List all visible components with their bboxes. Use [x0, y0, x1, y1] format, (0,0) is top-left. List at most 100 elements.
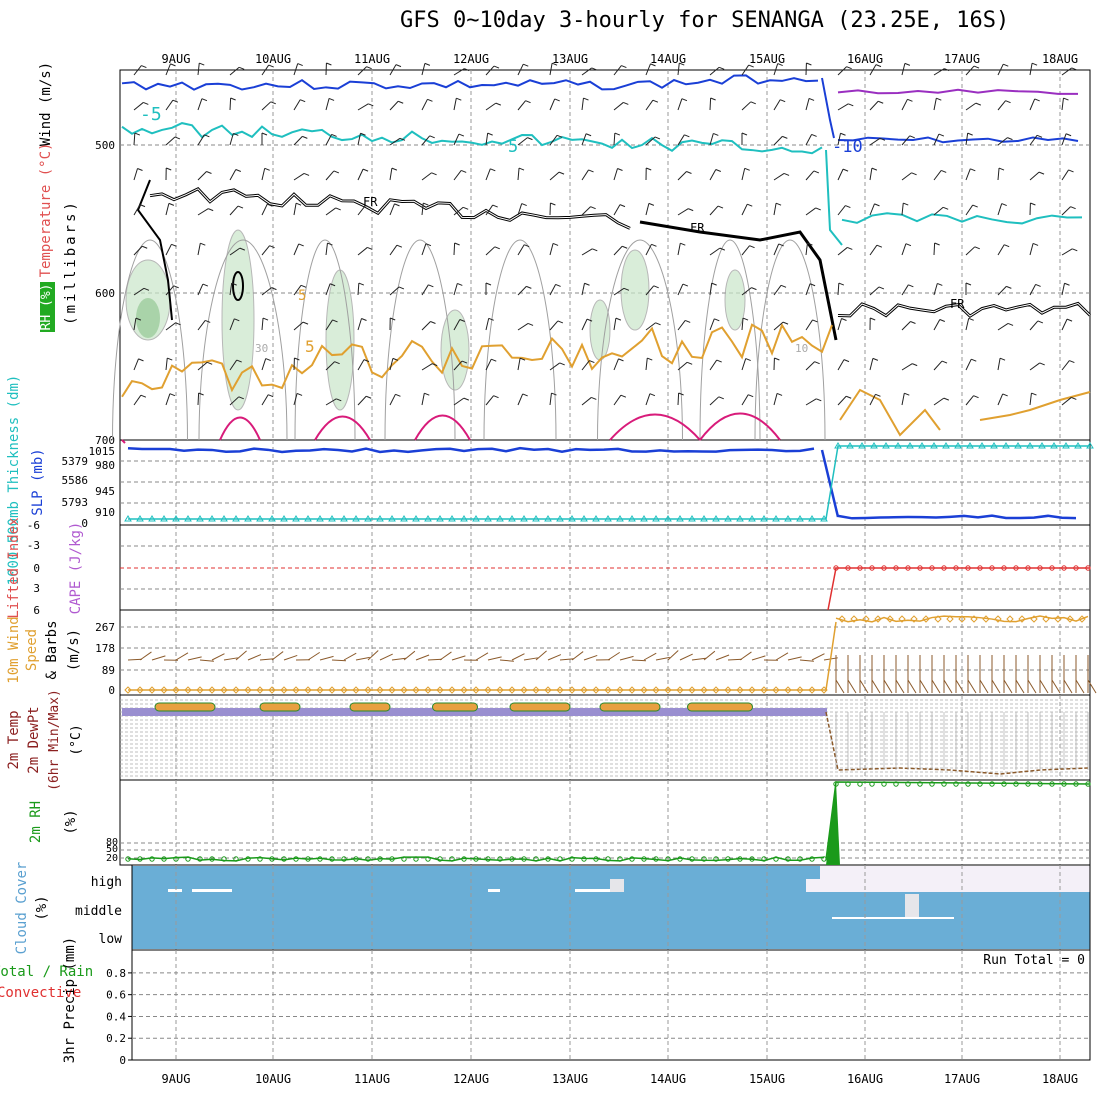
contour-label: 5 [298, 288, 306, 304]
wind-barb [645, 99, 654, 111]
wind-barb [141, 65, 147, 69]
lifted-index-marker [1049, 565, 1055, 571]
freezing-line [837, 302, 1091, 317]
wind-barb [485, 133, 489, 146]
wind-barb [879, 137, 886, 141]
wind-barb [847, 246, 853, 250]
wind-barb [904, 62, 911, 66]
wind-barb [429, 135, 435, 139]
wind-barb [677, 134, 685, 146]
ylabel-cape: CAPE (J/kg) [68, 522, 84, 615]
wind-speed-marker [862, 615, 870, 623]
wind-barb [522, 393, 528, 397]
wind-barb-10m [487, 656, 502, 661]
rh-marker [317, 856, 323, 862]
wind-barb [134, 132, 141, 136]
wind-barb [842, 168, 849, 172]
wind-barb [264, 167, 270, 171]
tick-label: 0 [119, 1054, 126, 1067]
wind-speed-marker [460, 686, 468, 694]
wind-barb [1061, 397, 1072, 406]
wind-barb [933, 206, 944, 216]
thickness-marker [376, 515, 384, 522]
wind-barb-10m [883, 679, 893, 694]
wind-speed-marker [1078, 615, 1086, 623]
wind-speed-marker [376, 686, 384, 694]
wind-barb [933, 397, 945, 406]
wind-barb [719, 66, 725, 70]
wind-barb [841, 318, 847, 321]
wind-barb [137, 168, 143, 171]
wind-barb [872, 357, 879, 361]
rh-marker [329, 856, 335, 862]
thickness-marker [784, 515, 792, 522]
wind-barb [389, 394, 396, 406]
wind-barb [517, 203, 523, 216]
rh-marker [521, 856, 527, 862]
wind-barb [334, 361, 340, 365]
wind-barb [551, 62, 558, 66]
panel-frame-rh2m [119, 779, 1091, 866]
wind-barb [517, 63, 524, 76]
wind-speed-marker [484, 686, 492, 694]
wind-barb [1061, 283, 1065, 296]
wind-barb-10m [679, 653, 693, 661]
wind-barb [773, 284, 782, 296]
wind-barb [1003, 63, 1009, 67]
wind-barb [875, 64, 882, 68]
cloud-mid-gap [905, 894, 919, 917]
wind-barb [229, 247, 241, 256]
thickness-marker [882, 442, 890, 449]
wind-barb [1061, 206, 1071, 216]
wind-barb [453, 98, 457, 111]
wind-barb [654, 136, 661, 140]
wind-barb [911, 363, 918, 367]
wind-speed-marker [196, 686, 204, 694]
rh-marker [221, 856, 227, 862]
rh-marker [725, 856, 731, 862]
wind-speed-marker [1054, 615, 1062, 623]
wind-barb [325, 319, 333, 331]
wind-barb [527, 323, 534, 326]
wind-barb [1029, 98, 1036, 111]
rh-legend-swatch [40, 282, 55, 332]
wind-barb [165, 358, 168, 371]
thickness-marker [772, 515, 780, 522]
temp-contour-magenta [121, 439, 126, 444]
lifted-index-marker [881, 565, 887, 571]
lifted-index-marker [941, 565, 947, 571]
rh-marker [749, 856, 755, 862]
wind-barb [623, 287, 630, 291]
wind-barb [389, 358, 394, 371]
wind-barb [298, 243, 304, 247]
wind-barb [229, 359, 238, 371]
rh-marker [485, 856, 491, 862]
wind-barb [549, 393, 552, 406]
thickness-marker [400, 515, 408, 522]
rh-marker [365, 856, 371, 862]
thickness-marker [316, 515, 324, 522]
temp-contour-orange [979, 391, 1091, 421]
wind-barb [166, 167, 172, 171]
rh-marker [581, 856, 587, 862]
wind-barb [333, 170, 340, 174]
wind-barb [1029, 320, 1039, 331]
wind-barb-10m [643, 652, 657, 661]
wind-barb [709, 318, 715, 331]
wind-barb [933, 133, 940, 146]
wind-barb [357, 247, 368, 256]
wind-barb [365, 395, 372, 399]
rh-marker [701, 856, 707, 862]
thickness-marker [424, 515, 432, 522]
wind-barb [517, 244, 525, 256]
wind-barb [234, 318, 240, 322]
wind-speed-marker [934, 615, 942, 623]
temp-maxmin [687, 702, 753, 712]
freezing-line [136, 179, 173, 321]
wind-barb [206, 171, 212, 174]
tick-label: 50 [106, 844, 118, 855]
thickness-marker [760, 515, 768, 522]
wind-barb [197, 361, 208, 371]
wind-barb [261, 64, 270, 76]
rh-contour [198, 239, 288, 441]
